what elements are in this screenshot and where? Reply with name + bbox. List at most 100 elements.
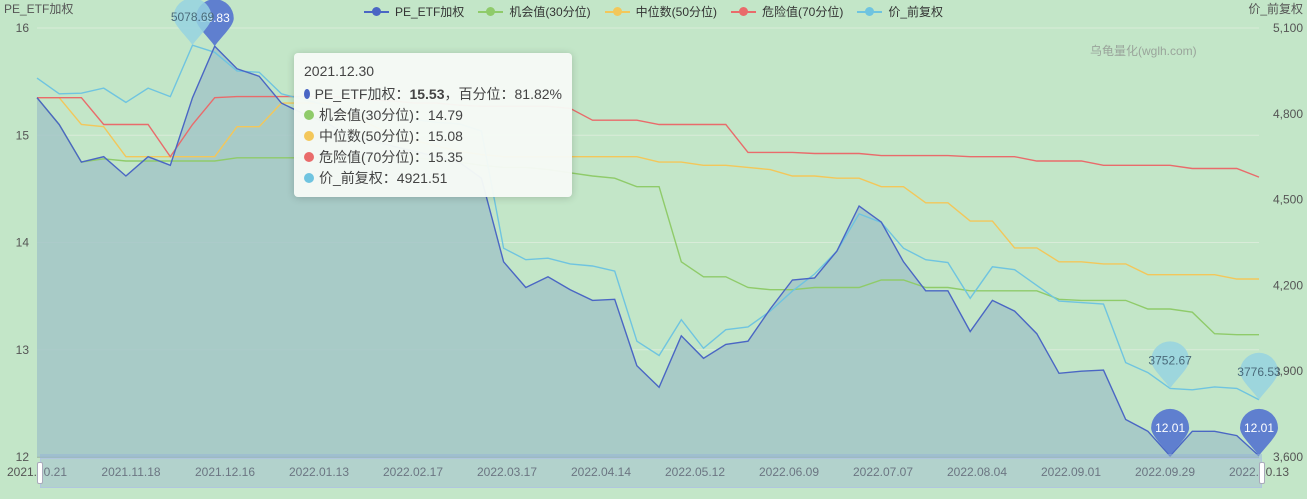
legend-item-median[interactable]: 中位数(50分位) [604,3,717,20]
data-point [925,290,927,292]
data-point [1236,387,1238,389]
annotation-label: 3776.53 [1237,365,1281,379]
data-point [258,95,260,97]
right-tick-label: 4,800 [1273,107,1303,121]
data-point [147,87,149,89]
data-point [1080,301,1082,303]
left-tick-label: 14 [16,236,30,250]
data-point [769,308,771,310]
data-point [103,126,105,128]
data-point [836,250,838,252]
data-point [214,97,216,99]
legend-item-danger[interactable]: 危险值(70分位) [731,3,843,20]
data-point [58,123,60,125]
data-point [591,265,593,267]
tooltip-value: 4921.51 [396,169,448,186]
data-point [591,119,593,121]
x-tick-label: 2022.03.17 [477,465,537,479]
data-point [1147,430,1149,432]
data-point [80,161,82,163]
data-point [1169,164,1171,166]
data-point [925,286,927,288]
data-point [947,286,949,288]
data-point [1125,263,1127,265]
data-point [169,156,171,158]
data-point [280,157,282,159]
data-point [1125,164,1127,166]
data-point [591,156,593,158]
x-tick-label: 2021.11.18 [101,465,160,479]
data-point [969,156,971,158]
data-point [702,164,704,166]
data-point [1080,261,1082,263]
data-point [1169,308,1171,310]
data-point [1147,164,1149,166]
data-zoom-slider[interactable] [37,454,1265,488]
data-point [1013,247,1015,249]
data-point [636,119,638,121]
data-point [569,263,571,265]
legend-item-price[interactable]: 价_前复权 [857,3,943,20]
data-point [969,290,971,292]
data-point [525,286,527,288]
data-point [636,156,638,158]
tooltip-extra: ，百分位：81.82% [444,85,562,102]
data-point [1102,164,1104,166]
data-point [103,123,105,125]
x-tick-label: 2022.07.07 [853,465,913,479]
legend-item-opportunity[interactable]: 机会值(30分位) [478,3,591,20]
data-point [236,157,238,159]
data-zoom-top-bar[interactable] [40,454,1262,458]
data-point [1102,263,1104,265]
legend-label-price: 价_前复权 [888,5,944,19]
legend-item-pe[interactable]: PE_ETF加权 [363,3,464,20]
data-zoom-selection[interactable] [40,458,1262,488]
data-point [725,164,727,166]
legend-swatch-opportunity [478,5,504,19]
data-point [280,93,282,95]
data-point [791,279,793,281]
x-tick-label: 2022.05.12 [665,465,725,479]
tooltip-dot [304,172,314,183]
data-point [1013,310,1015,312]
legend-label-median: 中位数(50分位) [635,5,717,19]
data-zoom-handle-left[interactable] [37,462,43,484]
left-tick-label: 13 [16,343,30,357]
data-point [1236,434,1238,436]
data-point [1213,386,1215,388]
data-point [902,261,904,263]
data-point [36,97,38,99]
data-point [769,151,771,153]
annotation-pin [1240,352,1278,400]
data-zoom-handle-right[interactable] [1259,462,1265,484]
data-point [58,97,60,99]
data-point [1213,167,1215,169]
data-point [1147,371,1149,373]
x-tick-label: 2022.02.17 [383,465,443,479]
x-tick-label: 2022.04.14 [571,465,631,479]
data-point [791,290,793,292]
data-point [858,213,860,215]
data-point [925,259,927,261]
data-point [280,95,282,97]
data-point [813,286,815,288]
series-line-pe [36,44,1260,457]
data-point [169,95,171,97]
data-point [925,154,927,156]
data-point [547,257,549,259]
data-point [680,319,682,321]
data-point [747,286,749,288]
data-point [547,276,549,278]
data-point [658,161,660,163]
right-tick-label: 5,100 [1273,21,1303,35]
tooltip-dot [304,109,314,120]
right-tick-label: 4,200 [1273,278,1303,292]
data-point [1102,303,1104,305]
data-point [969,330,971,332]
data-zoom-track[interactable] [40,458,1262,488]
legend-swatch-median [604,5,630,19]
data-point [902,279,904,281]
data-point [902,186,904,188]
data-point [636,365,638,367]
data-point [103,156,105,158]
